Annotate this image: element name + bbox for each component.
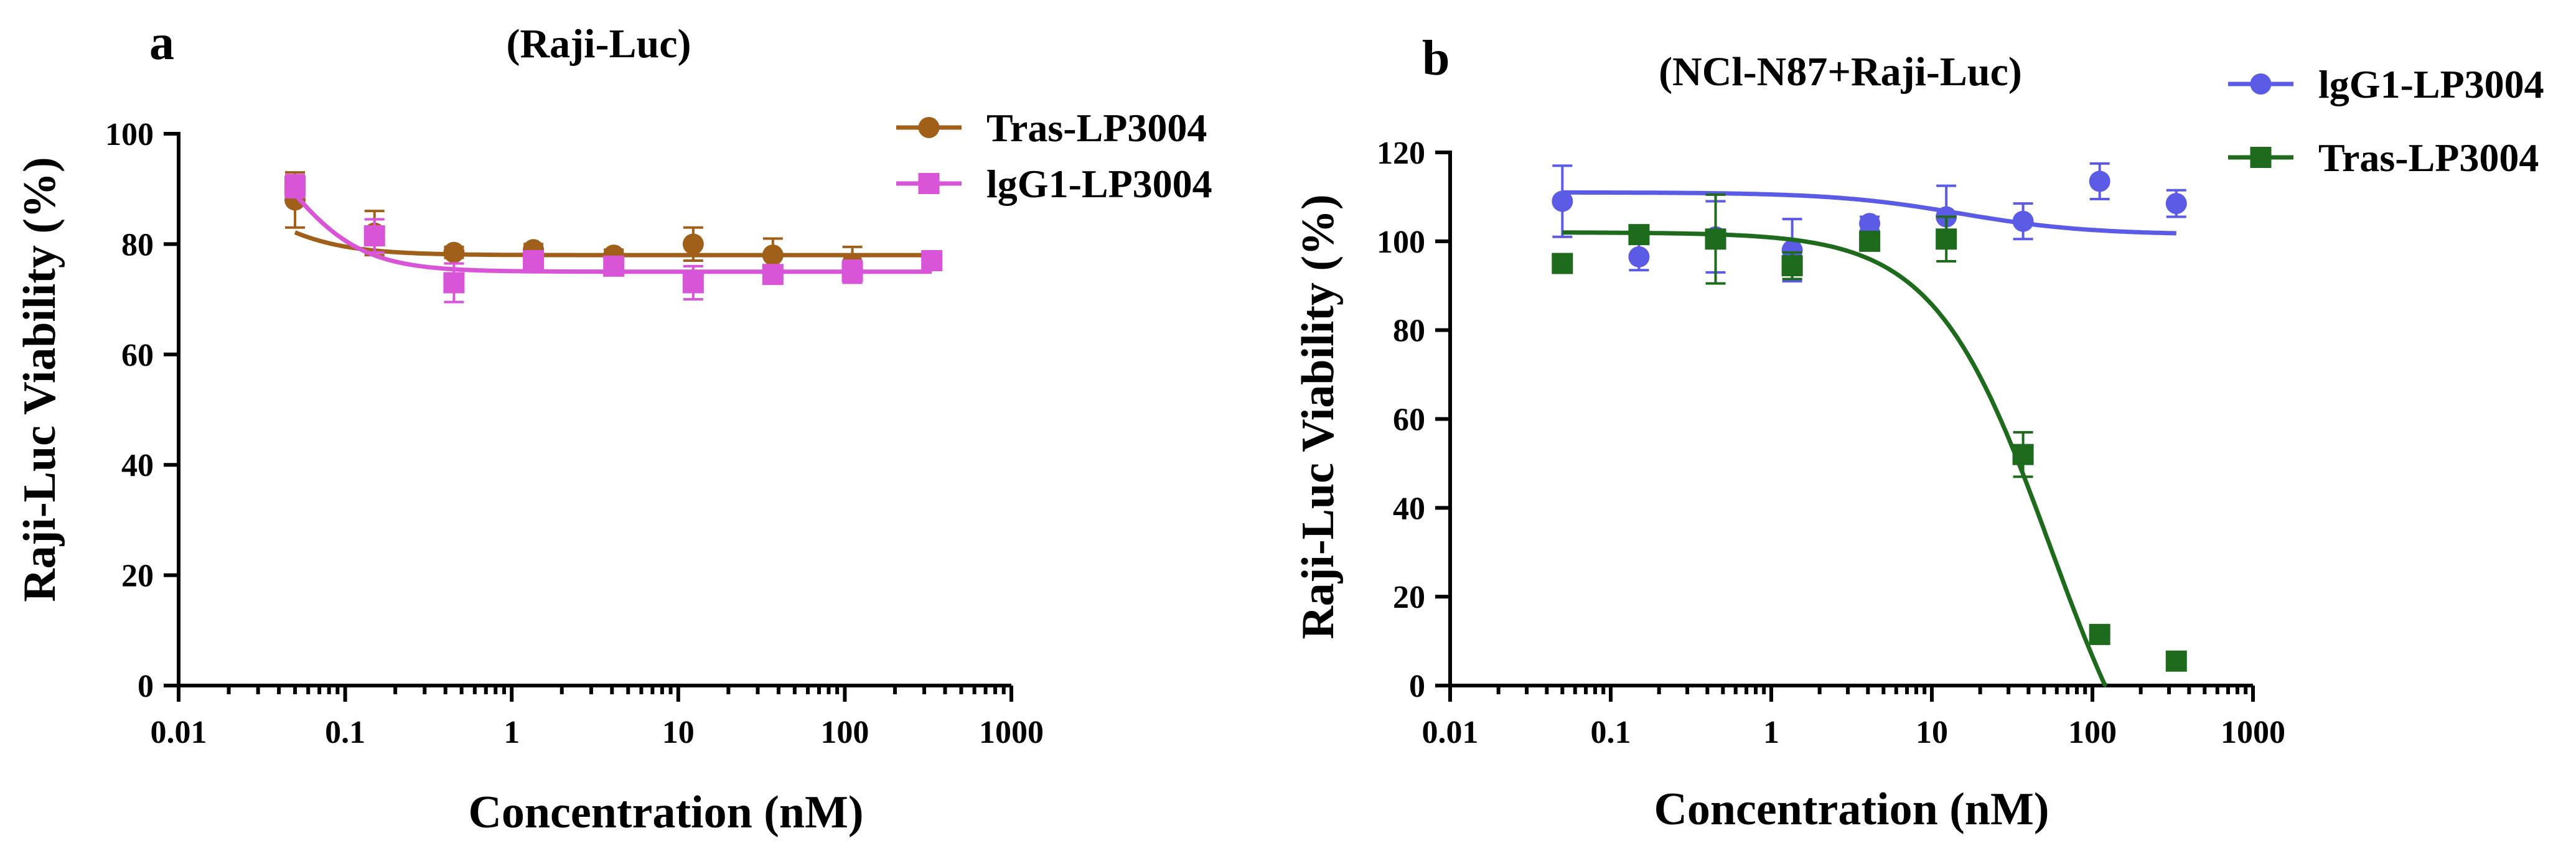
panel-a-y-tick-label: 20 [121, 559, 154, 594]
panel-a-x-tick-label: 0.01 [151, 715, 207, 750]
panel-b-series-lgg1-lp3004-legend-label: lgG1-LP3004 [2318, 62, 2544, 106]
panel-a-series-lgg1-lp3004-point [762, 264, 784, 286]
panel-a-x-tick-label: 1000 [979, 715, 1044, 750]
panel-b-x-axis-title: Concentration (nM) [1654, 784, 2049, 835]
panel-a-series-tras-lp3004-point [682, 233, 704, 255]
panel-a-series-lgg1-lp3004-legend-label: lgG1-LP3004 [986, 162, 1212, 206]
panel-a-series-lgg1-lp3004-point [523, 250, 545, 272]
panel-b-y-tick-label: 20 [1393, 580, 1425, 615]
panel-a-series-tras-lp3004-legend-label: Tras-LP3004 [986, 106, 1207, 150]
panel-b-x-tick-label: 1000 [2221, 715, 2285, 750]
panel-b-x-tick-label: 0.01 [1422, 715, 1479, 750]
panel-a-series-tras-lp3004-legend-marker [918, 117, 940, 138]
panel-a-series-lgg1-lp3004-point [841, 261, 863, 282]
panel-a-x-axis-title: Concentration (nM) [468, 787, 863, 838]
panel-b-series-lgg1-lp3004-point [1859, 213, 1881, 235]
panel-a-letter: a [149, 16, 174, 70]
panel-a-y-axis-title: Raji-Luc Viability (%) [14, 157, 65, 602]
panel-b-series-tras-lp3004-point [1936, 228, 1957, 250]
panel-a-series-tras-lp3004-point [762, 244, 784, 266]
panel-b: b (NCl-N87+Raji-Luc) Concentration (nM) … [1293, 31, 2544, 835]
panel-b-series-lgg1-lp3004-point [2089, 170, 2110, 192]
panel-b-series-tras-lp3004-point [1628, 224, 1650, 246]
panel-b-series-lgg1-lp3004-point [2012, 210, 2034, 232]
panel-b-series-tras-lp3004-point [1705, 228, 1726, 250]
panel-b-x-tick-label: 1 [1763, 715, 1779, 750]
panel-b-y-tick-label: 100 [1377, 225, 1425, 260]
panel-a-y-tick-label: 60 [121, 338, 154, 373]
panel-b-series-tras-lp3004-legend-label: Tras-LP3004 [2318, 136, 2539, 180]
panel-b-plot: 0.01 0.1 1 10 100 1000 0 20 40 60 80 100 120 lgG1-LP3… [1377, 62, 2544, 750]
panel-a-y-tick-label: 0 [138, 669, 154, 704]
panel-b-x-tick-label: 100 [2068, 715, 2117, 750]
panel-a-series-lgg1-lp3004-point [363, 225, 385, 247]
panel-b-series-tras-lp3004-point [2165, 650, 2187, 672]
panel-a-x-tick-label: 100 [820, 715, 869, 750]
panel-b-series-tras-lp3004-point [1859, 230, 1881, 252]
panel-a-series-lgg1-lp3004-point [682, 272, 704, 294]
panel-a-x-tick-label: 10 [662, 715, 695, 750]
panel-b-x-tick-label: 0.1 [1591, 715, 1631, 750]
panel-a-title: (Raji-Luc) [507, 21, 691, 67]
panel-a-series-lgg1-lp3004-point [284, 175, 306, 197]
panel-b-series-tras-lp3004-point [2012, 444, 2034, 465]
panel-b-series-tras-lp3004-point [1781, 255, 1803, 277]
panel-b-series-lgg1-lp3004-point [1628, 246, 1650, 268]
panel-a-series-lgg1-lp3004-legend-marker [918, 173, 940, 194]
panel-a-y-tick-label: 40 [121, 448, 154, 483]
panel-a-series-lgg1-lp3004-point [603, 255, 625, 277]
panel-b-series-lgg1-lp3004-fit-curve [1562, 190, 2176, 236]
panel-a-y-tick-label: 80 [121, 227, 154, 263]
panel-a-series-lgg1-lp3004-point [443, 272, 465, 294]
panel-b-series-tras-lp3004-legend-marker [2250, 147, 2272, 168]
panel-a-series-tras-lp3004-point [443, 241, 465, 263]
panel-a-x-tick-label: 0.1 [325, 715, 365, 750]
panel-b-letter: b [1422, 31, 1450, 86]
panel-b-y-tick-label: 0 [1409, 669, 1425, 704]
panel-b-title: (NCl-N87+Raji-Luc) [1659, 49, 2022, 95]
panel-b-y-tick-label: 60 [1393, 402, 1425, 438]
panel-a-plot: 0.01 0.1 1 10 100 1000 0 20 40 60 80 100 Tras-LP3004… [105, 106, 1212, 750]
panel-b-y-axis-title: Raji-Luc Viability (%) [1293, 194, 1344, 639]
panel-a-series-lgg1-lp3004-point [921, 250, 943, 272]
panel-b-series-lgg1-lp3004-point [1552, 190, 1573, 212]
panel-a-y-tick-label: 100 [105, 117, 154, 152]
panel-b-series-lgg1-lp3004-point [2165, 193, 2187, 215]
panel-b-y-tick-label: 80 [1393, 314, 1425, 349]
panel-a: a (Raji-Luc) Concentration (nM) Raji-Luc… [14, 16, 1212, 838]
panel-b-y-tick-label: 120 [1377, 136, 1425, 171]
panel-b-series-lgg1-lp3004-legend-marker [2250, 73, 2272, 95]
panel-b-y-tick-label: 40 [1393, 491, 1425, 526]
panel-b-series-tras-lp3004-point [2089, 623, 2110, 645]
panel-b-series-tras-lp3004-point [1552, 253, 1573, 274]
panel-a-x-tick-label: 1 [503, 715, 520, 750]
panel-b-x-tick-label: 10 [1916, 715, 1948, 750]
